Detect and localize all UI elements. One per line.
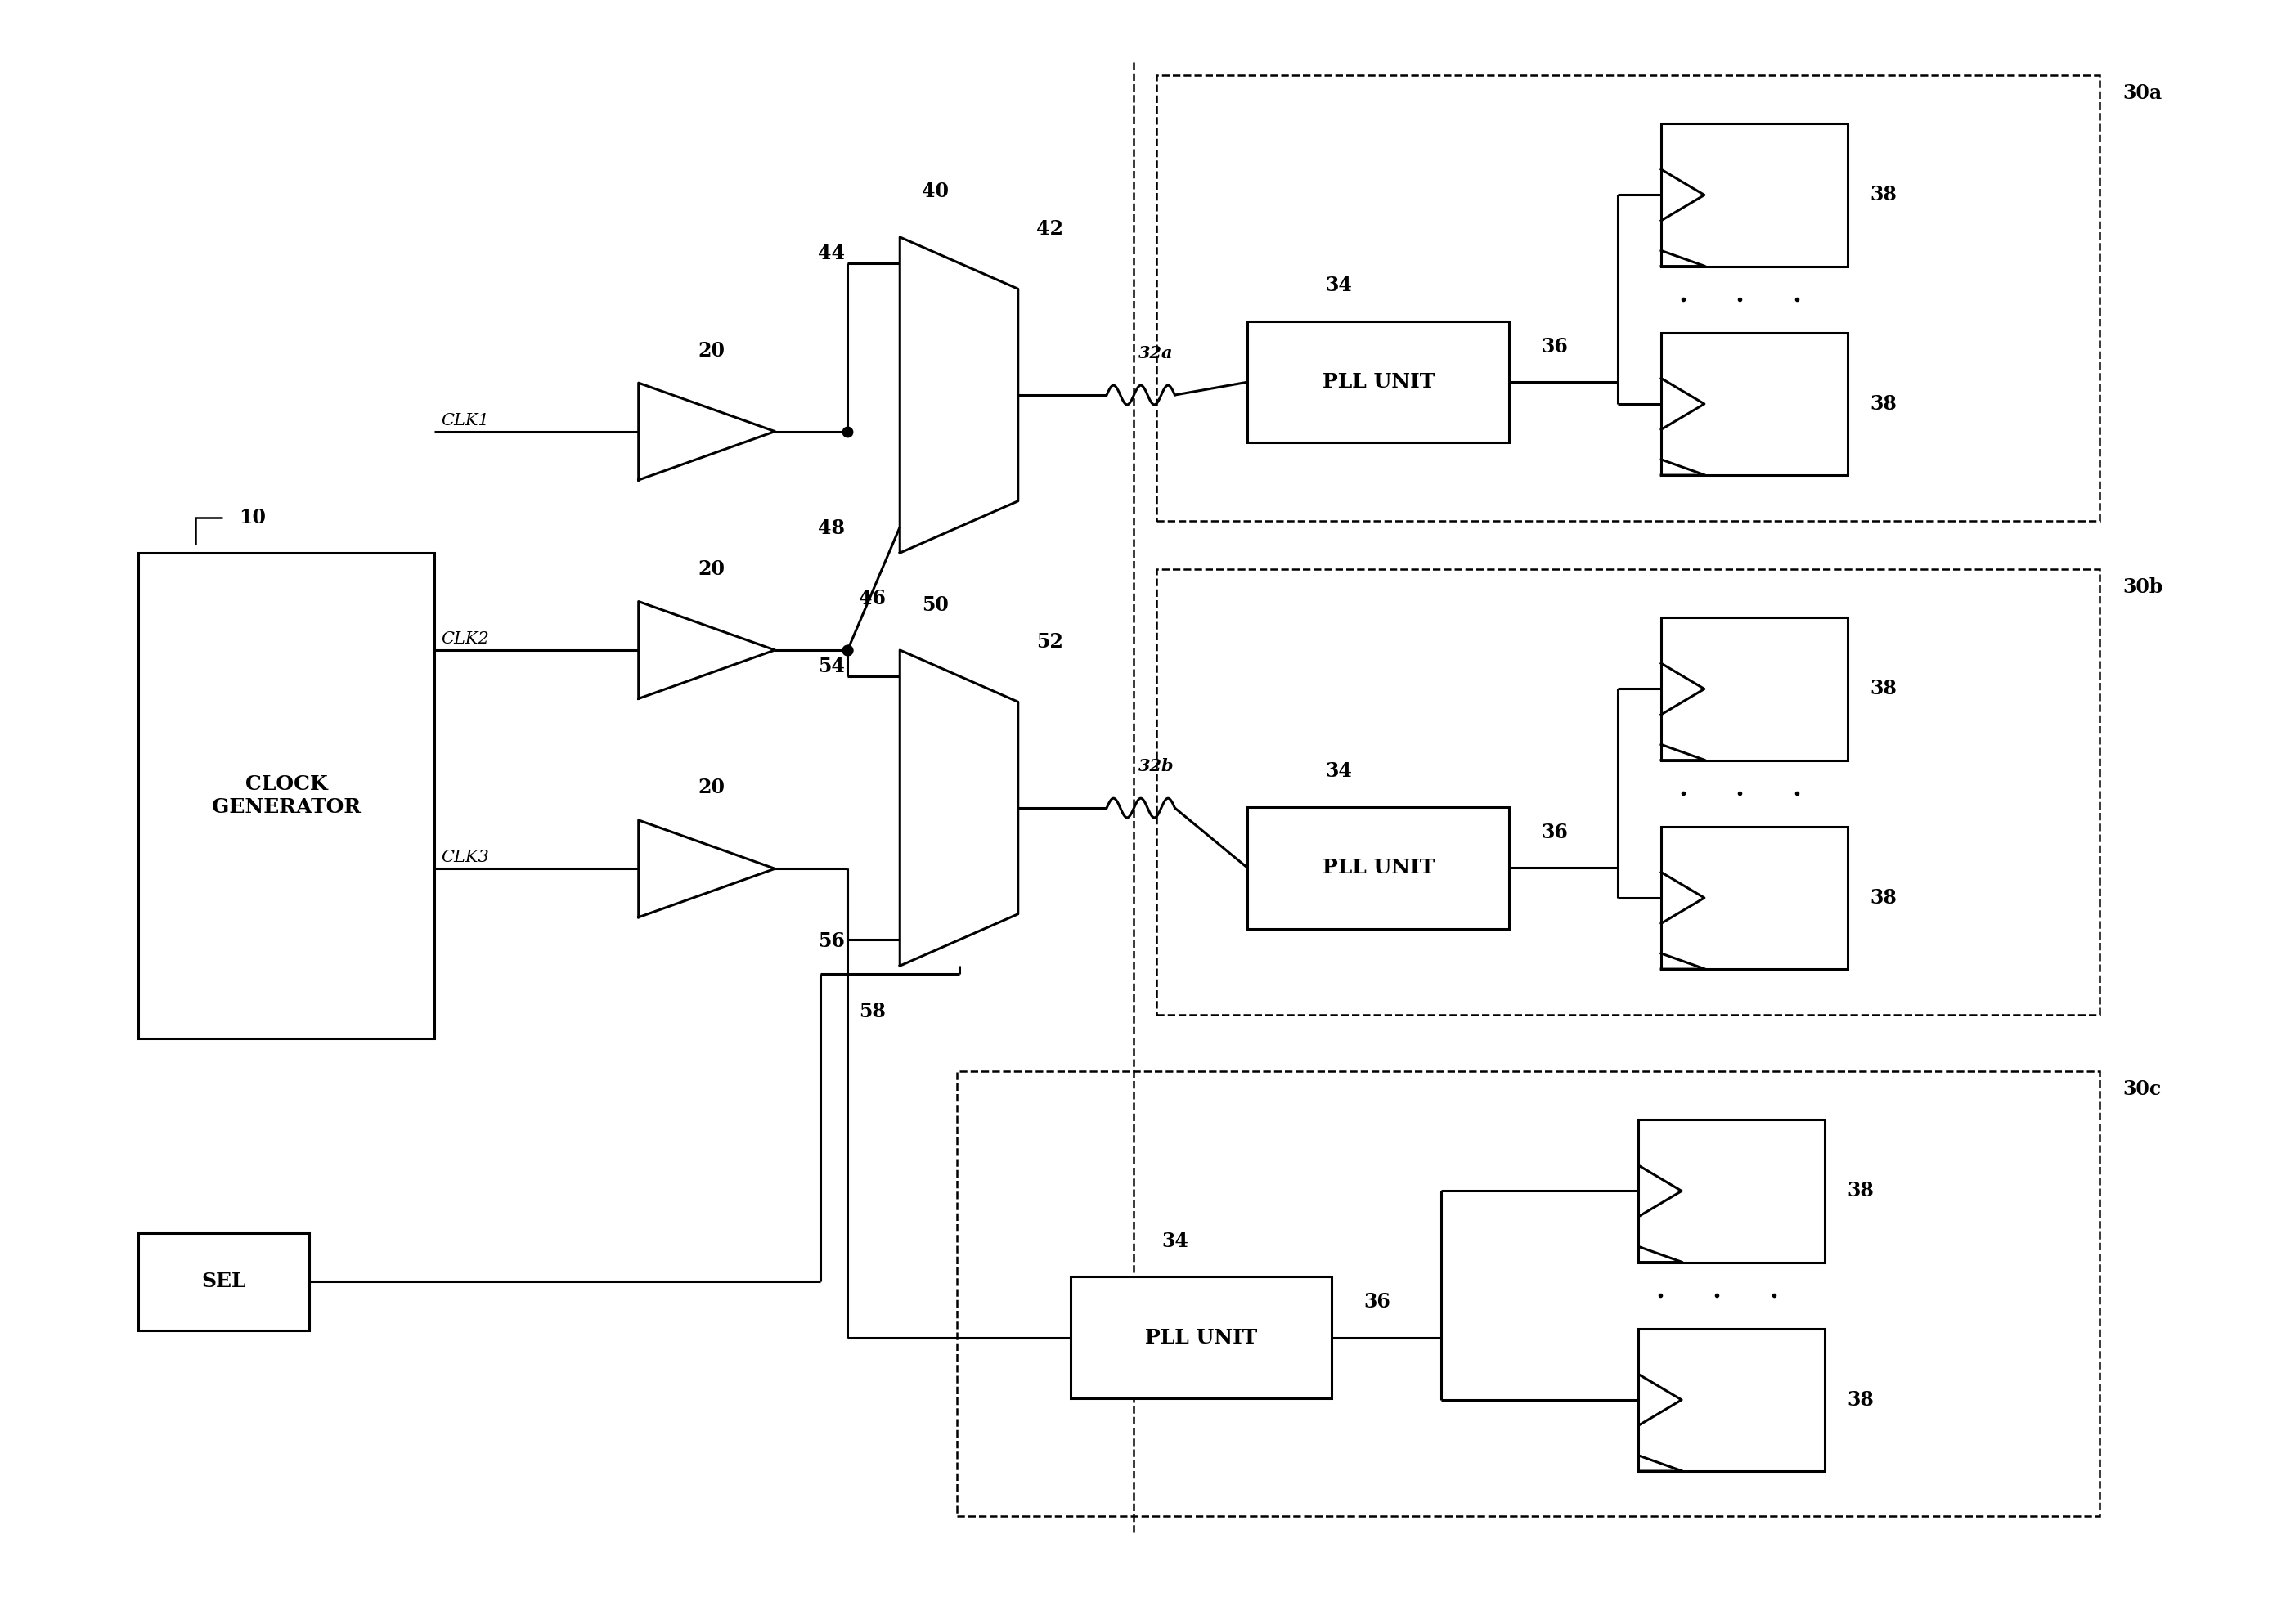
Text: 38: 38 (1847, 1390, 1874, 1410)
Bar (1662, 617, 1847, 760)
Text: 56: 56 (817, 932, 845, 952)
Text: 54: 54 (817, 656, 845, 676)
Text: 40: 40 (922, 182, 950, 201)
Bar (1157, 75, 2099, 521)
Bar (1248, 807, 1510, 929)
Text: 20: 20 (697, 778, 724, 797)
Text: 30b: 30b (2122, 577, 2163, 596)
Bar (1662, 123, 1847, 266)
Text: PLL UNIT: PLL UNIT (1145, 1328, 1257, 1348)
Text: 32a: 32a (1138, 344, 1173, 361)
Text: 36: 36 (1542, 822, 1569, 843)
Text: SEL: SEL (203, 1272, 246, 1291)
Text: CLK1: CLK1 (442, 412, 490, 429)
Bar (1662, 827, 1847, 970)
Bar (1662, 333, 1847, 476)
Text: 38: 38 (1847, 1181, 1874, 1200)
Text: 58: 58 (858, 1002, 886, 1021)
Text: 36: 36 (1364, 1293, 1391, 1312)
Bar (1639, 1119, 1824, 1262)
Text: 38: 38 (1869, 185, 1897, 205)
Bar (1070, 1276, 1332, 1398)
Text: 34: 34 (1161, 1231, 1189, 1250)
Text: 34: 34 (1325, 762, 1353, 781)
Text: CLK3: CLK3 (442, 849, 490, 866)
Text: PLL UNIT: PLL UNIT (1323, 857, 1435, 877)
Text: 46: 46 (858, 588, 886, 607)
Text: 48: 48 (817, 518, 845, 539)
Text: 50: 50 (922, 594, 950, 614)
Text: PLL UNIT: PLL UNIT (1323, 372, 1435, 391)
Bar (139, 1233, 310, 1330)
Text: 30a: 30a (2122, 83, 2161, 102)
Text: 38: 38 (1869, 888, 1897, 908)
Text: 44: 44 (817, 244, 845, 263)
Text: 10: 10 (239, 507, 266, 528)
Text: 32b: 32b (1138, 758, 1175, 775)
Bar (1248, 322, 1510, 443)
Text: 38: 38 (1869, 395, 1897, 414)
Bar (1157, 568, 2099, 1015)
Text: 30c: 30c (2122, 1080, 2161, 1099)
Text: 42: 42 (1036, 219, 1063, 239)
Text: CLK2: CLK2 (442, 632, 490, 646)
Text: 20: 20 (697, 559, 724, 578)
Text: CLOCK
GENERATOR: CLOCK GENERATOR (212, 775, 360, 817)
Text: 20: 20 (697, 341, 724, 361)
Text: 38: 38 (1869, 679, 1897, 698)
Text: 52: 52 (1036, 632, 1063, 651)
Text: 36: 36 (1542, 336, 1569, 356)
Bar (1639, 1328, 1824, 1471)
Bar (139, 552, 435, 1039)
Text: 34: 34 (1325, 276, 1353, 296)
Bar (956, 1072, 2099, 1517)
